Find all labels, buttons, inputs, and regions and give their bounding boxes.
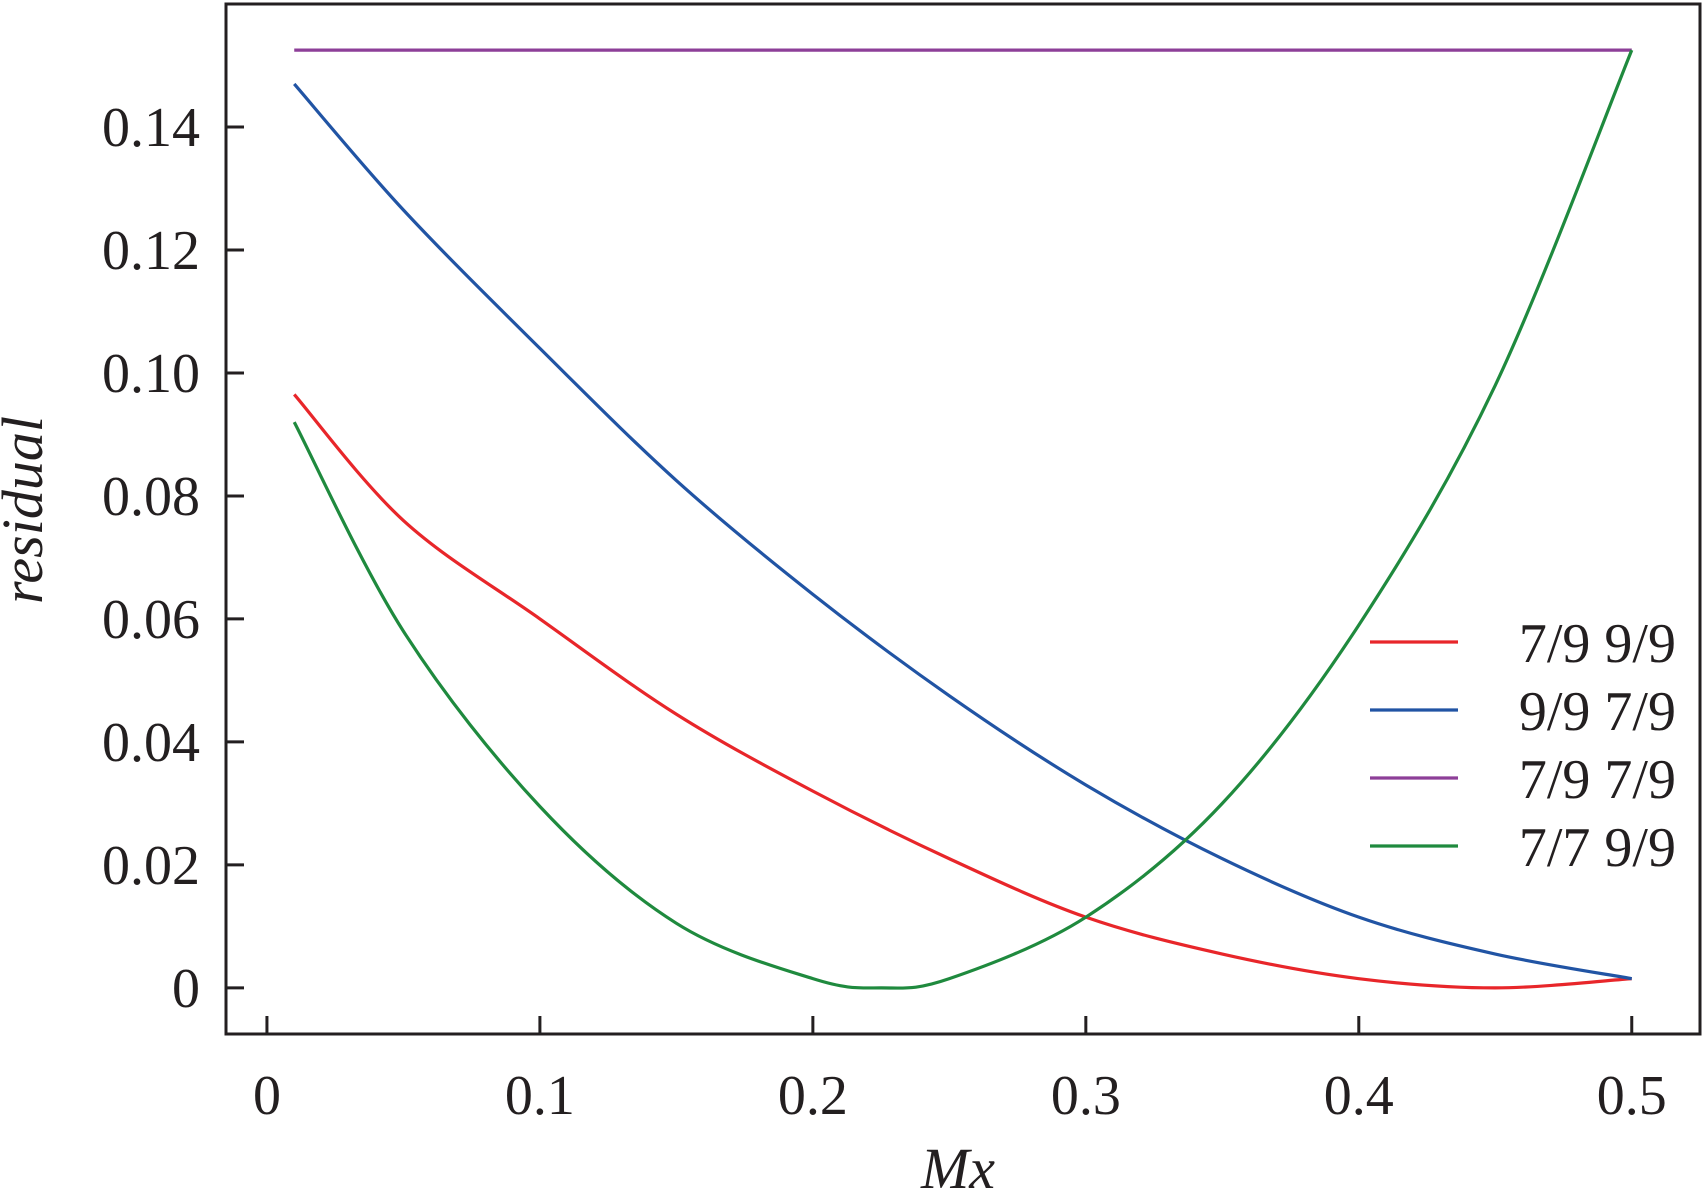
y-tick-label: 0.02 (102, 835, 200, 897)
x-tick-label: 0.2 (778, 1065, 848, 1127)
series-lines (292, 48, 1634, 990)
y-tick-label: 0.14 (102, 97, 200, 159)
x-axis-title: Mx (920, 1136, 995, 1190)
legend-label: 9/9 7/9 (1519, 681, 1676, 743)
y-tick-label: 0.10 (102, 343, 200, 405)
x-tick-label: 0.1 (505, 1065, 575, 1127)
y-tick-label: 0 (172, 958, 200, 1020)
series-line-2 (293, 82, 1633, 981)
legend: 7/9 9/99/9 7/97/9 7/97/7 9/9 (1370, 613, 1676, 879)
y-axis-title: residual (0, 416, 55, 604)
y-tick-label: 0.04 (102, 712, 200, 774)
y-tick-label: 0.12 (102, 220, 200, 282)
legend-label: 7/7 9/9 (1519, 817, 1676, 879)
series-line-1 (293, 393, 1632, 990)
x-tick-label: 0.4 (1324, 1065, 1394, 1127)
x-tick-label: 0.3 (1051, 1065, 1121, 1127)
y-tick-label: 0.08 (102, 466, 200, 528)
x-tick-label: 0.5 (1597, 1065, 1667, 1127)
x-axis: 0 0.1 0.2 0.3 0.4 0.5 (253, 1016, 1667, 1127)
y-tick-label: 0.06 (102, 589, 200, 651)
y-axis: 0 0.02 0.04 0.06 0.08 0.10 0.12 0.14 (102, 97, 244, 1020)
legend-label: 7/9 9/9 (1519, 613, 1676, 675)
plot-frame (224, 2, 1702, 1036)
x-tick-label: 0 (253, 1065, 281, 1127)
legend-label: 7/9 7/9 (1519, 749, 1676, 811)
series-line-4 (292, 49, 1634, 990)
